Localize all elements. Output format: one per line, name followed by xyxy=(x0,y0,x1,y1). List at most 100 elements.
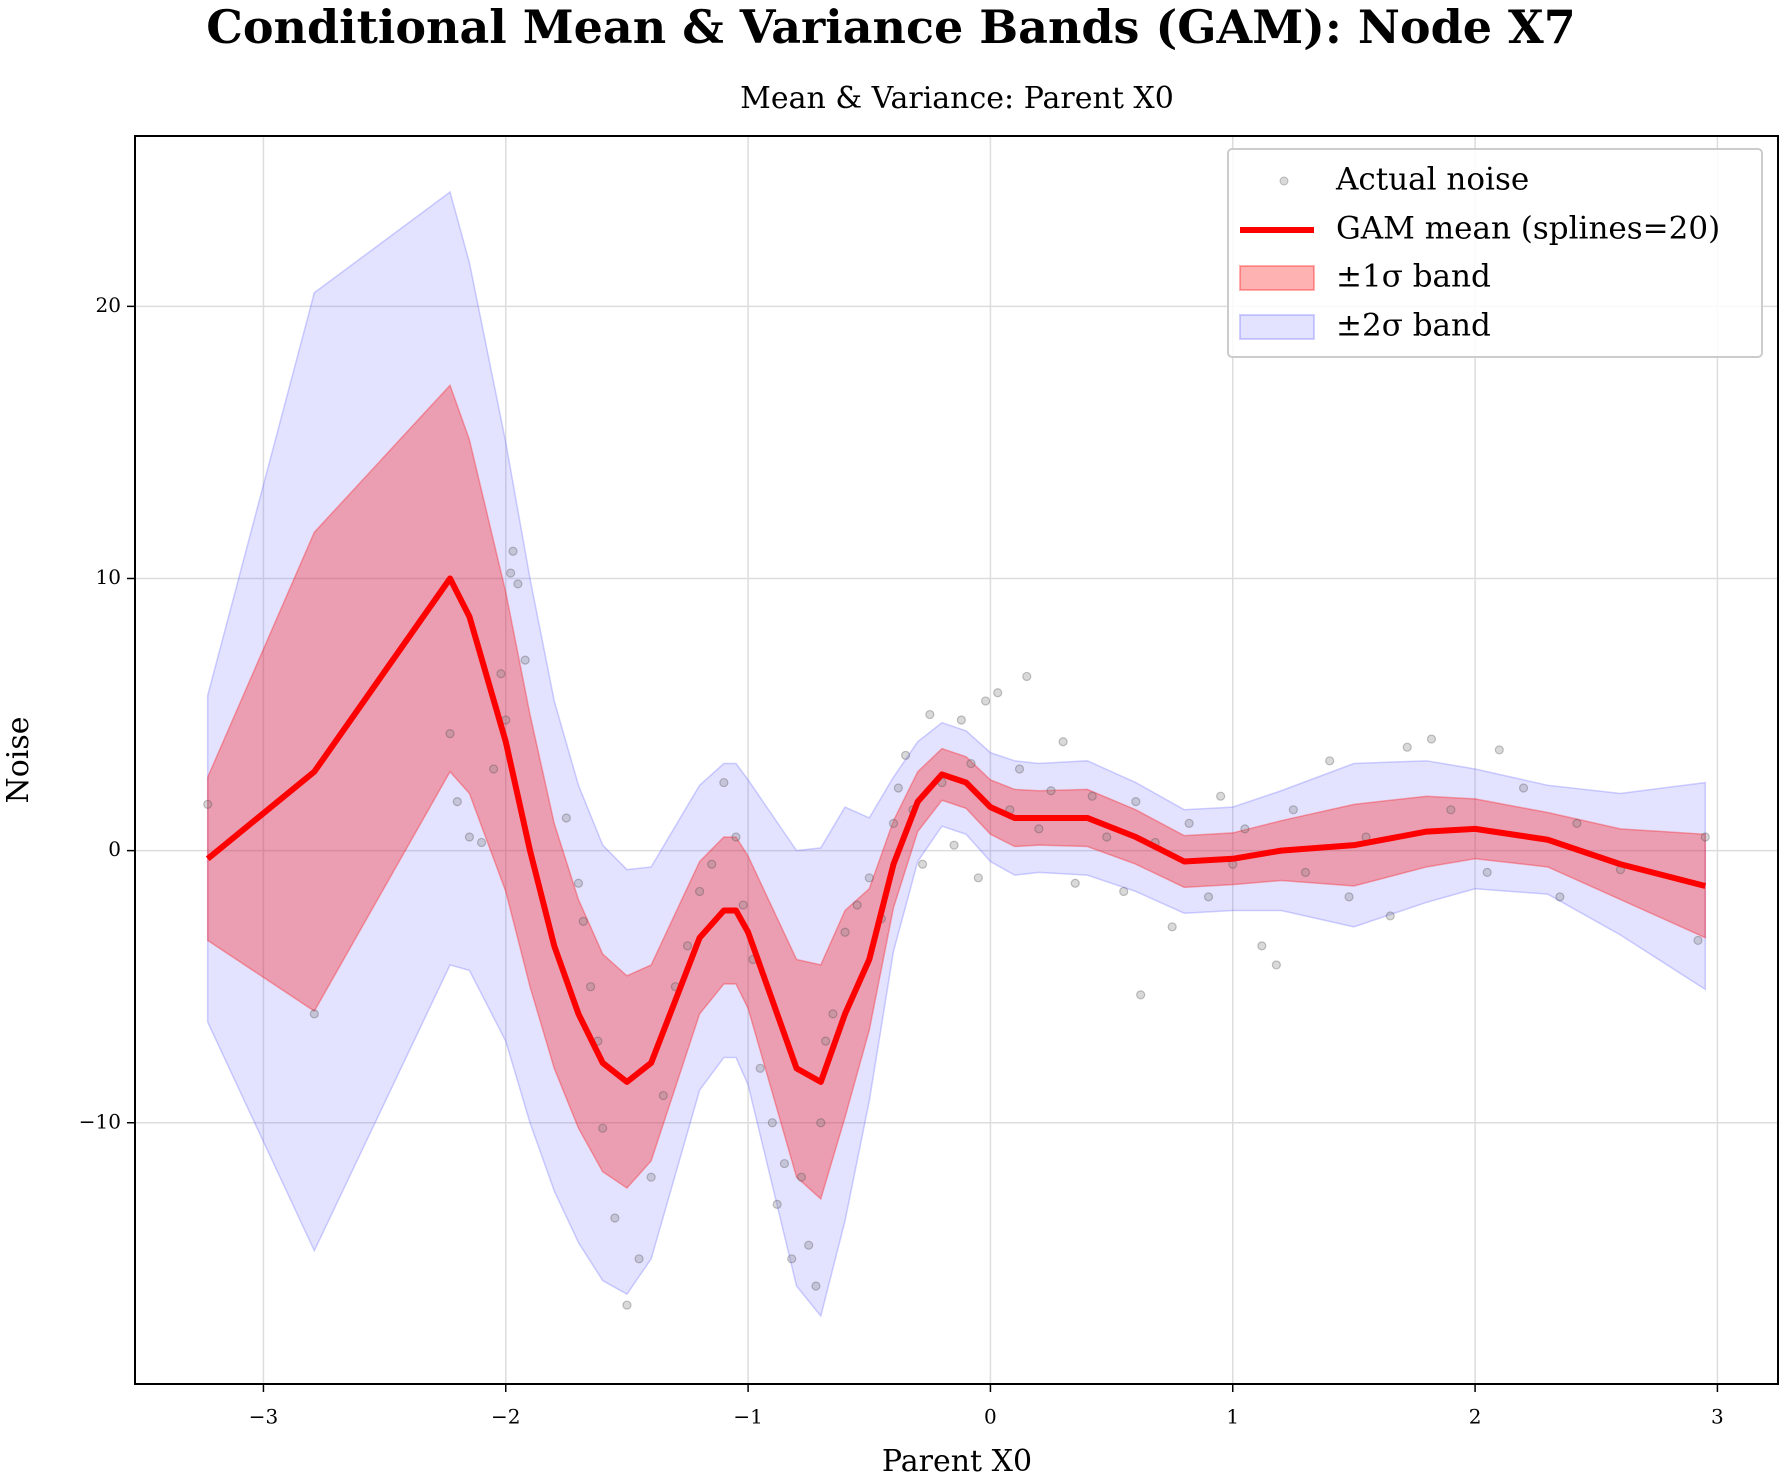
scatter-point xyxy=(804,1240,814,1250)
scatter-point xyxy=(1046,786,1056,796)
scatter-point xyxy=(719,777,729,788)
scatter-point xyxy=(852,900,862,910)
y-tick-label: 0 xyxy=(108,837,121,861)
scatter-point xyxy=(949,840,959,850)
scatter-point xyxy=(464,832,475,842)
scatter-point xyxy=(1131,797,1141,807)
scatter-point xyxy=(1446,805,1456,815)
scatter-point xyxy=(731,832,741,842)
scatter-point xyxy=(755,1063,765,1073)
scatter-point xyxy=(738,900,748,910)
band xyxy=(206,383,1707,1201)
scatter-point xyxy=(888,818,899,829)
scatter-point xyxy=(821,1036,831,1046)
legend-label: Actual noise xyxy=(1335,162,1529,198)
scatter-point xyxy=(840,927,850,937)
scatter-point xyxy=(496,669,506,679)
scatter-point xyxy=(925,709,935,720)
chart-title: Conditional Mean & Variance Bands (GAM):… xyxy=(206,0,1576,54)
axes-frame xyxy=(134,135,1779,1385)
scatter-point xyxy=(1271,960,1281,970)
scatter-point xyxy=(1203,892,1214,902)
legend-marker xyxy=(1279,176,1289,186)
legend-label: GAM mean (splines=20) xyxy=(1336,211,1720,247)
scatter-point xyxy=(634,1254,644,1264)
scatter-point xyxy=(1572,818,1582,829)
scatter-point xyxy=(1693,935,1703,946)
scatter-point xyxy=(1402,742,1412,752)
x-axis-label: Parent X0 xyxy=(882,1444,1032,1479)
x-tick-label: 0 xyxy=(984,1405,997,1429)
scatter-point xyxy=(1257,941,1267,951)
legend-box xyxy=(1227,148,1763,358)
scatter-point xyxy=(561,813,571,823)
scatter-point xyxy=(1022,671,1032,682)
plot-area xyxy=(203,190,1710,1318)
scatter-point xyxy=(1216,791,1226,801)
scatter-point xyxy=(1494,745,1504,755)
scatter-point xyxy=(966,758,976,769)
scatter-point xyxy=(787,1254,797,1264)
scatter-point xyxy=(513,579,523,589)
band xyxy=(206,190,1707,1318)
scatter-point xyxy=(1184,818,1194,829)
scatter-point xyxy=(1070,878,1080,888)
scatter-point xyxy=(917,859,928,869)
mean-line xyxy=(205,575,1707,1085)
x-tick-label: −3 xyxy=(249,1405,278,1429)
scatter-point xyxy=(489,764,499,774)
scatter-point xyxy=(1240,824,1250,834)
scatter-point xyxy=(864,873,874,883)
scatter-point xyxy=(1102,832,1112,842)
scatter-point xyxy=(1385,911,1395,921)
scatter-point xyxy=(476,837,487,848)
scatter-point xyxy=(993,688,1003,698)
legend-patch xyxy=(1239,265,1315,291)
scatter-point xyxy=(508,546,518,556)
scatter-point xyxy=(1700,832,1710,842)
scatter-point xyxy=(796,1172,807,1182)
scatter-point xyxy=(578,916,588,926)
scatter-point xyxy=(828,1009,838,1019)
scatter-point xyxy=(1119,886,1129,897)
y-tick-label: 20 xyxy=(96,293,121,317)
scatter-point xyxy=(1325,756,1335,766)
scatter-point xyxy=(779,1158,790,1169)
scatter-point xyxy=(695,886,705,897)
legend-label: ±2σ band xyxy=(1336,308,1491,344)
scatter-point xyxy=(506,568,516,578)
scatter-point xyxy=(585,982,596,992)
scatter-point xyxy=(811,1281,821,1291)
scatter-point xyxy=(1136,990,1146,1000)
scatter-point xyxy=(598,1123,608,1133)
scatter-point xyxy=(1482,867,1492,877)
scatter-point xyxy=(1555,892,1565,902)
chart-subtitle: Mean & Variance: Parent X0 xyxy=(740,81,1174,116)
y-tick-label: −10 xyxy=(79,1109,121,1133)
scatter-point xyxy=(980,696,991,706)
x-tick-label: −2 xyxy=(491,1405,520,1429)
scatter-point xyxy=(646,1172,656,1182)
scatter-point xyxy=(573,878,584,888)
x-tick-label: 2 xyxy=(1469,1405,1482,1429)
scatter-point xyxy=(658,1090,668,1101)
scatter-point xyxy=(893,783,903,793)
scatter-point xyxy=(1014,764,1025,774)
scatter-point xyxy=(956,715,966,725)
scatter-point xyxy=(816,1118,826,1128)
scatter-point xyxy=(772,1199,782,1209)
scatter-point xyxy=(1034,824,1044,834)
y-tick-label: 10 xyxy=(96,565,121,589)
scatter-point xyxy=(1426,734,1437,744)
scatter-point xyxy=(901,750,911,760)
x-tick-label: 1 xyxy=(1226,1405,1239,1429)
scatter-point xyxy=(520,655,530,665)
scatter-point xyxy=(1300,867,1311,877)
scatter-point xyxy=(1344,892,1354,902)
legend-label: ±1σ band xyxy=(1336,259,1491,295)
scatter-point xyxy=(1058,737,1068,747)
scatter-point xyxy=(1518,783,1529,793)
scatter-point xyxy=(445,729,455,739)
scatter-point xyxy=(622,1300,632,1310)
